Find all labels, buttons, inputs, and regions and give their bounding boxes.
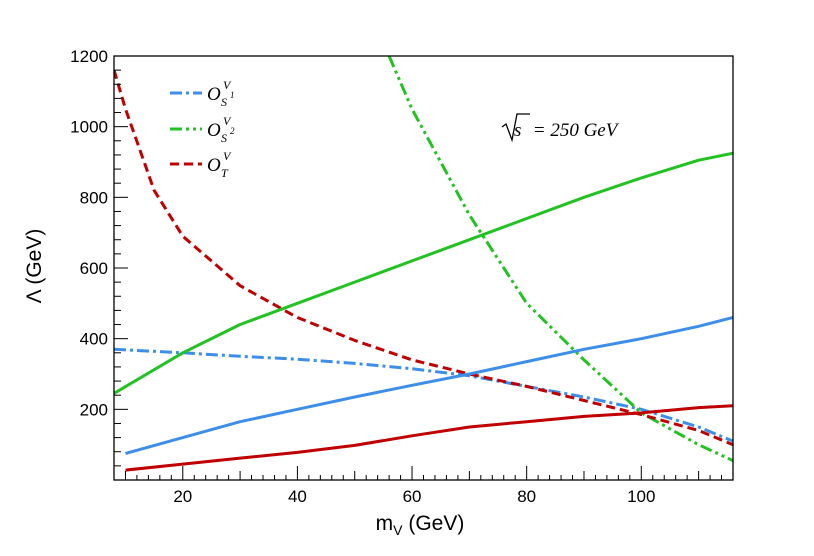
- legend: O VS 1O VS 2O VT: [170, 78, 235, 180]
- series-line-s1-dashdot: [114, 347, 733, 443]
- legend-label: O: [207, 155, 221, 176]
- series-layer: [114, 56, 733, 472]
- energy-annotation: s = 250 GeV: [501, 113, 620, 143]
- y-tick-label: 1000: [70, 118, 108, 137]
- y-tick-label: 400: [80, 330, 108, 349]
- legend-label-sup: V: [223, 114, 232, 128]
- y-tick-label: 1200: [70, 47, 108, 66]
- x-tick-label: 40: [288, 487, 307, 506]
- x-tick-label: 20: [173, 487, 192, 506]
- legend-label-subsub: 1: [230, 90, 235, 100]
- x-tick-label: 60: [403, 487, 422, 506]
- x-axis-title: mV (GeV): [376, 512, 465, 538]
- sqrt-sign: [501, 113, 530, 143]
- x-tick-label: 100: [627, 487, 655, 506]
- series-line-s1-solid: [125, 316, 733, 455]
- ticks-layer: [114, 69, 723, 480]
- series-line-s2-dashdot: [387, 56, 733, 462]
- annotation-text: = 250 GeV: [528, 120, 620, 141]
- annotation-sqrt-arg: s: [514, 120, 521, 141]
- legend-label-subsub: 2: [230, 126, 235, 136]
- x-axis-title-main: m: [376, 512, 394, 535]
- series-line-t-solid: [125, 404, 733, 472]
- legend-label-sup: V: [223, 78, 232, 92]
- series-line-s2-solid: [114, 151, 733, 395]
- legend-label-sub: S: [221, 131, 227, 145]
- y-tick-label: 200: [80, 400, 108, 419]
- x-tick-label: 80: [517, 487, 536, 506]
- y-tick-label: 800: [80, 188, 108, 207]
- legend-label-sub: S: [221, 95, 227, 109]
- legend-label-sub: T: [221, 166, 229, 180]
- y-tick-label: 600: [80, 259, 108, 278]
- legend-label: O: [207, 84, 221, 105]
- x-axis-title-sub: V: [393, 522, 403, 538]
- tick-labels-layer: 200 400 600 800 1000 1200 20 40 60 80 100: [70, 47, 655, 506]
- legend-label-sup: V: [223, 149, 232, 163]
- y-axis-title: Λ (GeV): [23, 229, 46, 304]
- legend-label: O: [207, 120, 221, 141]
- series-line-t-dashed: [114, 69, 733, 447]
- x-axis-title-unit: (GeV): [403, 512, 465, 535]
